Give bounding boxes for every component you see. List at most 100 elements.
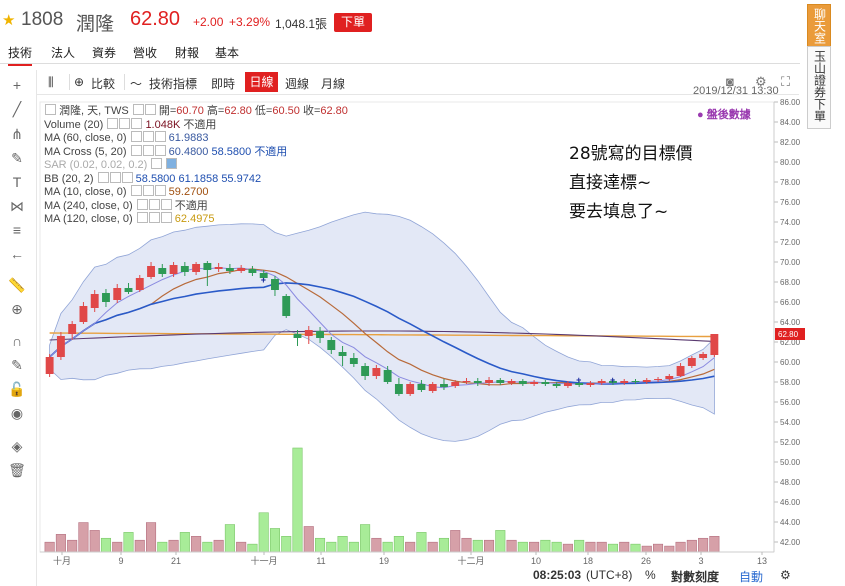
tab-margin[interactable]: 資券 [92,46,117,60]
settings-icon[interactable] [142,144,154,156]
settings-icon[interactable] [109,171,121,183]
magnet-icon[interactable]: ∩ [11,333,23,349]
price-axis-label: 46.00 [780,498,801,507]
compare-button[interactable]: 比較 [91,77,116,91]
legend-value: 58.5800 [211,145,252,158]
candle-body [237,268,246,271]
chat-room-button[interactable]: 聊天室 [807,4,831,51]
settings-icon[interactable] [132,104,144,115]
price-axis-label: 66.00 [780,298,801,307]
pitchfork-icon[interactable]: ⋔ [11,126,23,142]
gear-icon[interactable]: ⚙ [755,74,767,89]
back-arrow-icon[interactable]: ← [10,246,24,262]
volume-bar [393,536,404,553]
price-change: +2.00 [193,15,224,29]
compare-icon[interactable]: ⊕ [74,75,85,89]
pattern-icon[interactable]: ⋈ [10,198,24,214]
eye-icon[interactable] [151,158,163,169]
text-tool-icon[interactable]: T [12,174,22,190]
tab-financials[interactable]: 財報 [175,46,200,60]
lock-drawing-icon[interactable]: ✎ [11,357,23,373]
timezone[interactable]: (UTC+8) [586,568,633,582]
candle-body [135,278,144,290]
eye-icon[interactable] [136,198,148,210]
tab-technical[interactable]: 技術 [8,44,33,66]
volume-bar [202,541,213,553]
daily-button[interactable]: 日線 [245,72,278,92]
trash-icon[interactable]: 🗑 [8,462,26,478]
brush-icon[interactable]: ✎ [11,150,23,166]
settings-icon[interactable] [142,131,154,142]
indicators-button[interactable]: 技術指標 [149,77,198,91]
price-axis-label: 80.00 [780,158,801,167]
open-label: 開= [158,105,177,117]
settings-icon[interactable] [148,212,160,223]
button-label: 聊天室 [812,8,827,44]
eye-icon[interactable]: ◉ [10,405,24,421]
close-icon[interactable] [121,171,133,183]
zoom-in-icon[interactable]: ⊕ [11,301,23,317]
volume-bar [529,541,540,553]
eye-icon[interactable] [107,117,119,129]
trend-line-icon[interactable]: ╱ [12,101,22,117]
eye-icon[interactable] [97,171,109,183]
annotation-note: 28號寫的目標價 直接達標~ 要去填息了~ [569,140,693,227]
eye-icon[interactable] [130,144,142,156]
candle-body [496,380,505,383]
candle-body [665,376,674,379]
monthly-button[interactable]: 月線 [321,77,346,91]
ruler-icon[interactable]: 📏 [8,277,26,293]
visibility-icon[interactable] [166,158,178,169]
weekly-button[interactable]: 週線 [285,77,310,91]
close-icon[interactable] [160,198,172,210]
chart-toolbar: ⫼ ⊕ 比較 〜 技術指標 即時 日線 週線 月線 ◙ ⚙ ⛶ [36,70,799,95]
price-axis-label: 56.00 [780,398,801,407]
favorite-star-icon[interactable]: ★ [2,12,16,29]
volume-bar [134,539,145,553]
settings-icon[interactable]: ⚙ [780,568,791,582]
auto-scale-toggle[interactable]: 自動 [739,570,764,584]
candle-type-icon[interactable]: ⫼ [48,75,54,89]
percent-toggle[interactable]: % [645,568,656,582]
close-icon[interactable] [154,131,166,142]
collapse-icon[interactable] [45,104,56,115]
close-icon[interactable] [131,117,143,129]
indicator-icon[interactable]: 〜 [130,77,143,91]
tab-institutional[interactable]: 法人 [51,46,76,60]
broker-order-button[interactable]: 玉山證券下單 [807,46,831,129]
order-button[interactable]: 下單 [334,13,372,32]
legend-label: MA (240, close, 0) [44,199,133,212]
tab-basic[interactable]: 基本 [215,46,240,60]
eye-icon[interactable] [144,104,156,115]
eye-icon[interactable] [136,212,148,223]
settings-icon[interactable] [148,198,160,210]
fullscreen-icon[interactable]: ⛶ [781,74,791,89]
tab-revenue[interactable]: 營收 [133,46,158,60]
candle-body [102,293,110,302]
price-chart[interactable]: 86.00 84.00 82.00 80.00 78.00 76.00 74.00 72.00… [36,96,806,566]
close-icon[interactable] [154,185,166,196]
close-icon[interactable] [160,212,172,223]
legend-value: 55.9742 [221,172,262,185]
settings-icon[interactable] [142,185,154,196]
eye-icon[interactable] [130,131,142,142]
bollinger-band [49,211,715,442]
crosshair-icon[interactable]: + [12,77,22,93]
volume-bar [224,524,235,553]
settings-icon[interactable] [119,117,131,129]
camera-icon[interactable]: ◙ [726,74,734,89]
volume-bar [484,539,495,553]
high-label: 高= [206,105,225,117]
eye-icon[interactable] [130,185,142,196]
lock-icon[interactable]: 🔓 [8,381,26,397]
layers-icon[interactable]: ◈ [11,438,23,454]
fib-icon[interactable]: ≡ [12,222,22,238]
close-icon[interactable] [154,144,166,156]
low-value: 60.50 [272,105,300,117]
realtime-button[interactable]: 即時 [211,77,236,91]
clock: 08:25:03 [533,568,582,582]
volume-bar [191,536,202,553]
volume-bar [78,522,89,553]
volume-bar [585,541,596,553]
log-scale-toggle[interactable]: 對數刻度 [671,570,720,584]
